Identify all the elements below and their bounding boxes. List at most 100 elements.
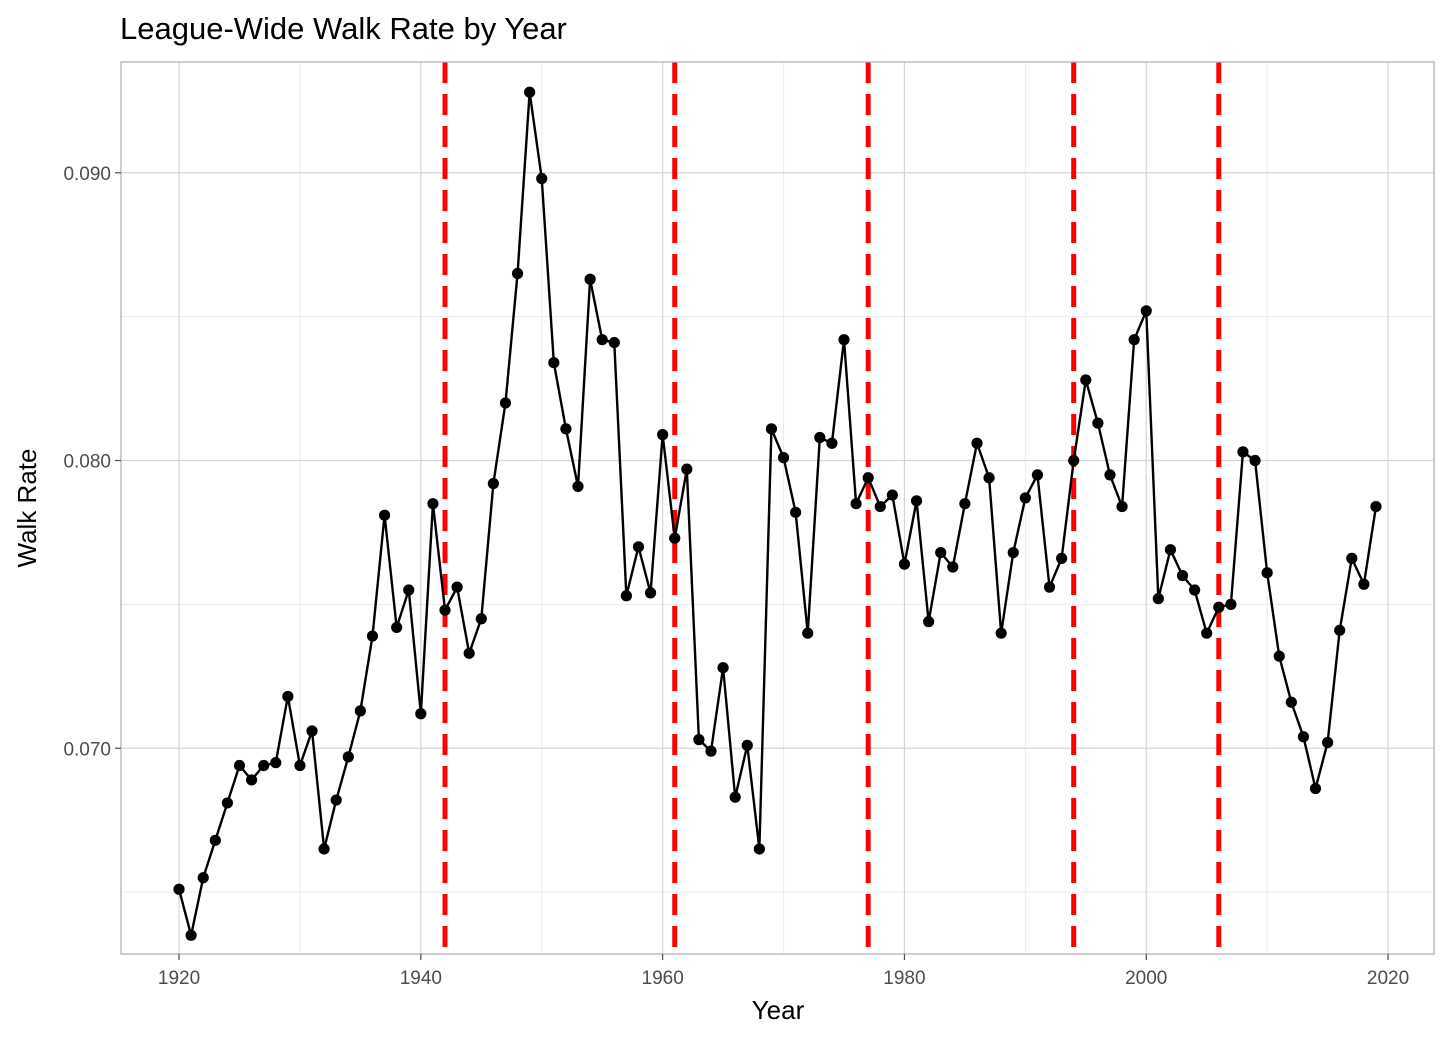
data-point (439, 604, 451, 616)
era-reference-lines (442, 62, 1222, 954)
data-point (354, 705, 366, 717)
data-point (910, 495, 923, 507)
data-point (475, 613, 487, 625)
data-point (705, 745, 717, 757)
y-axis-title: Walk Rate (12, 449, 42, 568)
x-axis-title: Year (752, 995, 805, 1025)
data-point (741, 739, 753, 751)
data-point (1201, 627, 1213, 639)
x-tick-label: 1980 (883, 968, 925, 989)
data-point (511, 267, 524, 280)
data-point (898, 558, 911, 570)
data-point (814, 431, 826, 444)
data-point (487, 477, 499, 490)
data-point (536, 172, 548, 185)
data-point (1189, 584, 1201, 596)
data-point (258, 759, 270, 772)
data-point (1176, 570, 1189, 582)
data-point (632, 541, 645, 553)
data-point (886, 489, 898, 501)
data-point (451, 581, 463, 593)
data-point (644, 587, 657, 599)
series-layer (173, 86, 1382, 941)
data-point (560, 423, 572, 435)
plot-panel-border (120, 61, 1435, 955)
data-point (1358, 578, 1370, 590)
data-point (1164, 544, 1177, 556)
data-point (657, 429, 669, 441)
data-point (1297, 731, 1310, 743)
data-point (415, 708, 427, 720)
data-point (608, 336, 620, 349)
x-tick-label: 2000 (1125, 968, 1167, 989)
data-point (282, 690, 294, 703)
y-tick-label: 0.080 (63, 452, 111, 473)
data-point (499, 397, 512, 409)
data-point (717, 662, 729, 674)
data-point (1068, 454, 1080, 467)
data-point (862, 472, 874, 484)
data-point (366, 630, 379, 642)
data-point (1370, 500, 1382, 513)
data-point (185, 929, 197, 941)
data-point (294, 759, 306, 772)
data-point (1043, 581, 1056, 593)
data-point (1007, 547, 1019, 559)
data-point (427, 498, 439, 510)
data-point (1092, 417, 1104, 429)
data-point (802, 627, 814, 639)
data-point (1019, 492, 1031, 504)
data-point (1213, 601, 1225, 613)
data-point (959, 498, 971, 510)
major-gridlines (121, 62, 1434, 954)
data-point (620, 590, 632, 602)
data-point (1273, 650, 1285, 662)
y-tick-label: 0.090 (63, 164, 111, 185)
x-axis-ticks: 1920 1940 1960 1980 2000 2020 (158, 954, 1409, 989)
data-point (1249, 454, 1261, 467)
chart-title: League-Wide Walk Rate by Year (120, 11, 567, 46)
data-point (245, 774, 258, 786)
data-point (209, 834, 221, 846)
data-point (790, 506, 802, 518)
data-point (596, 334, 608, 346)
data-point (729, 791, 741, 803)
data-point (221, 797, 233, 809)
data-point (1261, 567, 1273, 579)
data-point (983, 472, 995, 484)
data-point (1152, 593, 1164, 605)
data-point (935, 547, 947, 559)
data-point (584, 273, 596, 285)
data-point (1285, 696, 1297, 708)
data-point (306, 725, 318, 737)
data-point (923, 616, 935, 628)
x-tick-label: 1940 (400, 968, 442, 989)
data-point (669, 532, 681, 544)
data-point (838, 334, 850, 346)
data-point (693, 734, 705, 746)
data-point (826, 437, 838, 449)
data-point (1116, 500, 1128, 513)
data-point (548, 357, 560, 369)
data-point (971, 437, 983, 449)
data-point (572, 480, 584, 493)
x-tick-label: 1920 (158, 968, 200, 989)
data-point (681, 463, 693, 475)
data-point (1056, 552, 1068, 564)
data-point (378, 509, 391, 521)
data-point (1104, 469, 1116, 481)
x-tick-label: 2020 (1367, 968, 1409, 989)
data-point (233, 759, 246, 772)
data-point (1080, 374, 1092, 386)
data-point (947, 561, 959, 573)
data-point (995, 627, 1007, 639)
y-tick-label: 0.070 (63, 739, 111, 760)
data-point (1225, 598, 1237, 610)
data-point (765, 423, 778, 435)
data-point (1031, 469, 1044, 481)
data-point (1334, 624, 1346, 636)
minor-gridlines (121, 62, 1434, 954)
data-point (1237, 446, 1249, 458)
data-point (777, 452, 790, 464)
